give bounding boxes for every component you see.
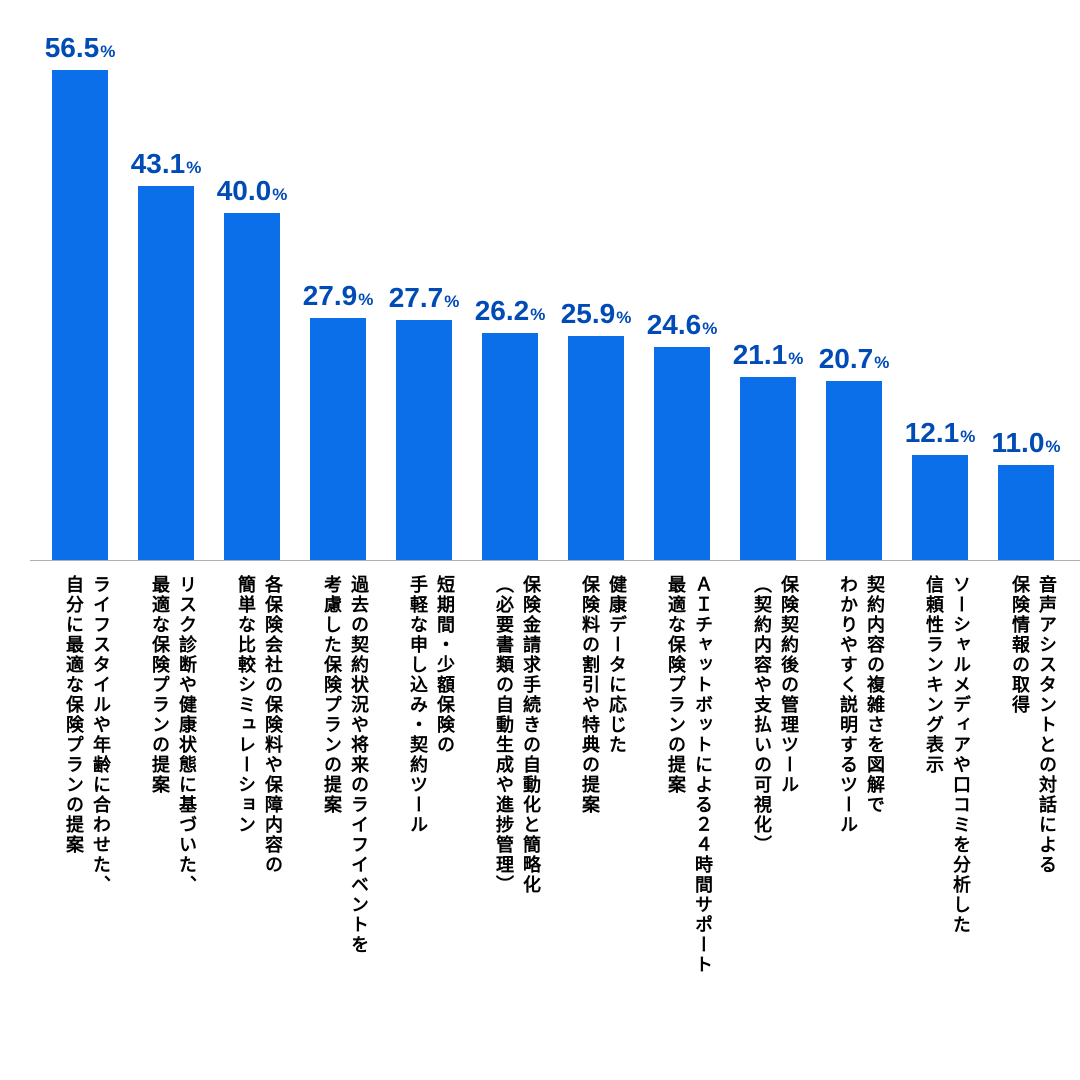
bar-value-label: 56.5%	[45, 32, 116, 64]
bar: 26.2%	[482, 333, 538, 560]
category-label: リスク診断や健康状態に基づいた、 最適な保険プランの提案	[146, 575, 200, 895]
bar: 11.0%	[998, 465, 1054, 560]
category-label: 健康データに応じた 保険料の割引や特典の提案	[576, 575, 630, 815]
category-label: ライフスタイルや年齢に合わせた、 自分に最適な保険プランの提案	[60, 575, 114, 895]
value-number: 40.0	[217, 175, 272, 206]
percent-sign: %	[186, 158, 201, 177]
bar: 43.1%	[138, 186, 194, 560]
percent-sign: %	[616, 308, 631, 327]
value-number: 12.1	[905, 417, 960, 448]
bar-value-label: 11.0%	[991, 427, 1060, 459]
bar-value-label: 20.7%	[819, 343, 890, 375]
bar-value-label: 40.0%	[217, 175, 288, 207]
percent-sign: %	[960, 427, 975, 446]
category-label: ＡＩチャットボットによる２４時間サポート 最適な保険プランの提案	[662, 575, 716, 975]
percent-sign: %	[702, 319, 717, 338]
bar-value-label: 43.1%	[131, 148, 202, 180]
percent-sign: %	[788, 349, 803, 368]
category-label: ソーシャルメディアや口コミを分析した 信頼性ランキング表示	[920, 575, 974, 935]
bar: 25.9%	[568, 336, 624, 560]
value-number: 27.9	[303, 280, 358, 311]
percent-sign: %	[358, 290, 373, 309]
bar-value-label: 25.9%	[561, 298, 632, 330]
bar-value-label: 12.1%	[905, 417, 976, 449]
bar: 27.7%	[396, 320, 452, 560]
bar: 27.9%	[310, 318, 366, 560]
bar-value-label: 27.7%	[389, 282, 460, 314]
x-axis-labels: ライフスタイルや年齢に合わせた、 自分に最適な保険プランの提案リスク診断や健康状…	[30, 575, 1080, 1055]
bar-value-label: 21.1%	[733, 339, 804, 371]
percent-sign: %	[444, 292, 459, 311]
plot-area: 56.5%43.1%40.0%27.9%27.7%26.2%25.9%24.6%…	[30, 40, 1080, 561]
bar: 12.1%	[912, 455, 968, 560]
category-label: 過去の契約状況や将来のライフイベントを 考慮した保険プランの提案	[318, 575, 372, 955]
value-number: 25.9	[561, 298, 616, 329]
bar-chart: 56.5%43.1%40.0%27.9%27.7%26.2%25.9%24.6%…	[30, 40, 1080, 1055]
category-label: 音声アシスタントとの対話による 保険情報の取得	[1006, 575, 1060, 875]
value-number: 24.6	[647, 309, 702, 340]
percent-sign: %	[100, 42, 115, 61]
percent-sign: %	[530, 305, 545, 324]
percent-sign: %	[1045, 437, 1060, 456]
category-label: 保険金請求手続きの自動化と簡略化 （必要書類の自動生成や進捗管理）	[490, 575, 544, 895]
category-label: 各保険会社の保険料や保障内容の 簡単な比較シミュレーション	[232, 575, 286, 875]
bar: 24.6%	[654, 347, 710, 560]
value-number: 43.1	[131, 148, 186, 179]
value-number: 11.0	[991, 427, 1044, 458]
percent-sign: %	[272, 185, 287, 204]
value-number: 27.7	[389, 282, 444, 313]
value-number: 20.7	[819, 343, 874, 374]
bar-value-label: 27.9%	[303, 280, 374, 312]
bar: 56.5%	[52, 70, 108, 560]
value-number: 21.1	[733, 339, 788, 370]
value-number: 56.5	[45, 32, 100, 63]
category-label: 保険契約後の管理ツール （契約内容や支払いの可視化）	[748, 575, 802, 855]
bar-value-label: 26.2%	[475, 295, 546, 327]
bar: 40.0%	[224, 213, 280, 560]
bar: 20.7%	[826, 381, 882, 560]
bar-value-label: 24.6%	[647, 309, 718, 341]
category-label: 短期間・少額保険の 手軽な申し込み・契約ツール	[404, 575, 458, 835]
bar: 21.1%	[740, 377, 796, 560]
value-number: 26.2	[475, 295, 530, 326]
percent-sign: %	[874, 353, 889, 372]
category-label: 契約内容の複雑さを図解で わかりやすく説明するツール	[834, 575, 888, 835]
